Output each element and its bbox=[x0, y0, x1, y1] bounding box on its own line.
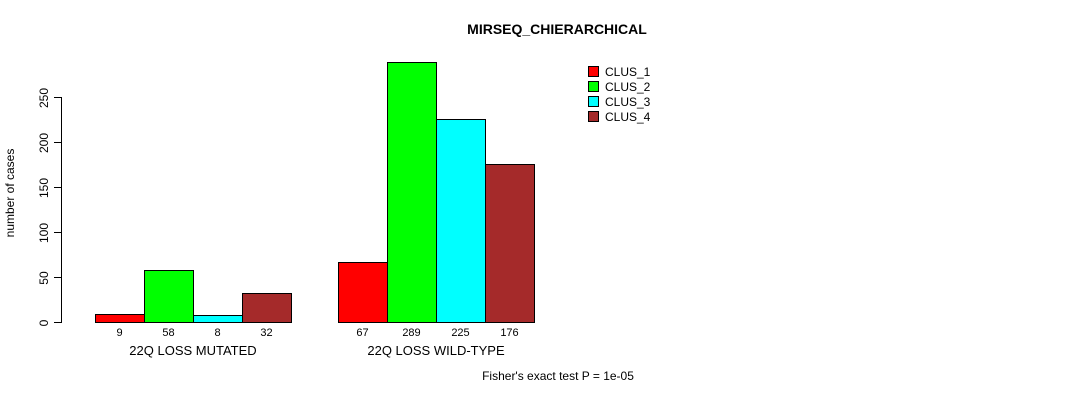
bar-value-label: 67 bbox=[356, 327, 369, 339]
bar-clus_1-group1 bbox=[95, 314, 145, 323]
legend-item: CLUS_1 bbox=[588, 65, 658, 80]
group-label: 22Q LOSS MUTATED bbox=[129, 343, 257, 358]
y-axis-label: number of cases bbox=[3, 148, 17, 238]
bar-value-label: 289 bbox=[402, 327, 421, 339]
bar-clus_3-group1 bbox=[193, 315, 243, 323]
legend-label: CLUS_3 bbox=[605, 95, 651, 109]
bar-clus_4-group2 bbox=[485, 164, 535, 323]
y-tick bbox=[54, 277, 61, 278]
bar-value-label: 58 bbox=[162, 327, 175, 339]
legend-label: CLUS_2 bbox=[605, 80, 651, 94]
y-tick-label: 0 bbox=[37, 319, 51, 327]
legend-swatch-clus_3 bbox=[588, 96, 599, 107]
annotation-fishers-test: Fisher's exact test P = 1e-05 bbox=[482, 369, 634, 383]
bar-clus_2-group1 bbox=[144, 270, 194, 323]
y-tick bbox=[54, 187, 61, 188]
bar-clus_4-group1 bbox=[242, 293, 292, 323]
bar-clus_2-group2 bbox=[387, 62, 437, 323]
legend-label: CLUS_4 bbox=[605, 110, 651, 124]
y-tick-label: 100 bbox=[37, 222, 51, 244]
y-tick-label: 200 bbox=[37, 132, 51, 154]
legend-swatch-clus_2 bbox=[588, 81, 599, 92]
y-tick bbox=[54, 97, 61, 98]
bar-value-label: 176 bbox=[500, 327, 519, 339]
y-tick-label: 50 bbox=[37, 271, 51, 285]
bar-value-label: 9 bbox=[116, 327, 123, 339]
y-tick bbox=[54, 322, 61, 323]
legend-item: CLUS_2 bbox=[588, 80, 658, 95]
bar-clus_3-group2 bbox=[436, 119, 486, 323]
y-tick-label: 250 bbox=[37, 87, 51, 109]
y-tick bbox=[54, 142, 61, 143]
legend-swatch-clus_1 bbox=[588, 66, 599, 77]
legend-label: CLUS_1 bbox=[605, 65, 651, 79]
bar-value-label: 8 bbox=[214, 327, 221, 339]
y-axis bbox=[61, 97, 62, 323]
bar-clus_1-group2 bbox=[338, 262, 388, 323]
legend-swatch-clus_4 bbox=[588, 111, 599, 122]
legend-item: CLUS_3 bbox=[588, 95, 658, 110]
y-tick bbox=[54, 232, 61, 233]
bar-value-label: 225 bbox=[451, 327, 470, 339]
chart-title: MIRSEQ_CHIERARCHICAL bbox=[467, 21, 647, 37]
legend-item: CLUS_4 bbox=[588, 110, 658, 125]
group-label: 22Q LOSS WILD-TYPE bbox=[367, 343, 505, 358]
y-tick-label: 150 bbox=[37, 177, 51, 199]
bar-value-label: 32 bbox=[260, 327, 273, 339]
